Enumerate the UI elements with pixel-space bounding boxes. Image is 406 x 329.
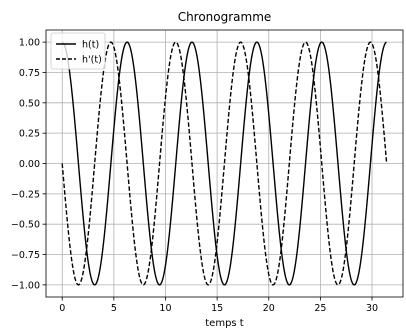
y-tick-label: 0.25 <box>19 129 40 140</box>
legend: h(t) h'(t) <box>50 32 106 70</box>
x-tick-label: 30 <box>366 303 378 314</box>
grid <box>46 30 403 297</box>
x-tick-label: 25 <box>314 303 326 314</box>
y-tick-label: 0.00 <box>19 159 40 170</box>
x-tick-label: 10 <box>159 303 171 314</box>
y-tick-label: 0.75 <box>19 68 40 79</box>
ticks: 0 5 10 15 20 25 30 1.00 0.75 0.50 0.25 0.00 −0.25 −0.… <box>11 38 378 314</box>
x-tick-label: 5 <box>111 303 117 314</box>
x-axis-label: temps t <box>205 318 244 329</box>
y-tick-label: 0.50 <box>19 98 40 109</box>
x-tick-label: 15 <box>211 303 223 314</box>
y-tick-label: −0.50 <box>11 220 40 231</box>
series-h-prime-line <box>61 41 388 286</box>
x-tick-label: 0 <box>59 303 65 314</box>
y-tick-label: −1.00 <box>11 280 40 291</box>
series-h-line <box>62 41 387 286</box>
y-tick-label: −0.75 <box>11 250 40 261</box>
y-tick-label: −0.25 <box>11 189 40 200</box>
legend-label-h: h(t) <box>82 40 99 51</box>
legend-box <box>50 32 106 70</box>
chart-title: Chronogramme <box>178 10 272 24</box>
legend-label-h-prime: h'(t) <box>82 55 102 66</box>
x-tick-label: 20 <box>263 303 275 314</box>
y-tick-label: 1.00 <box>19 38 40 49</box>
series-layer <box>61 41 388 286</box>
